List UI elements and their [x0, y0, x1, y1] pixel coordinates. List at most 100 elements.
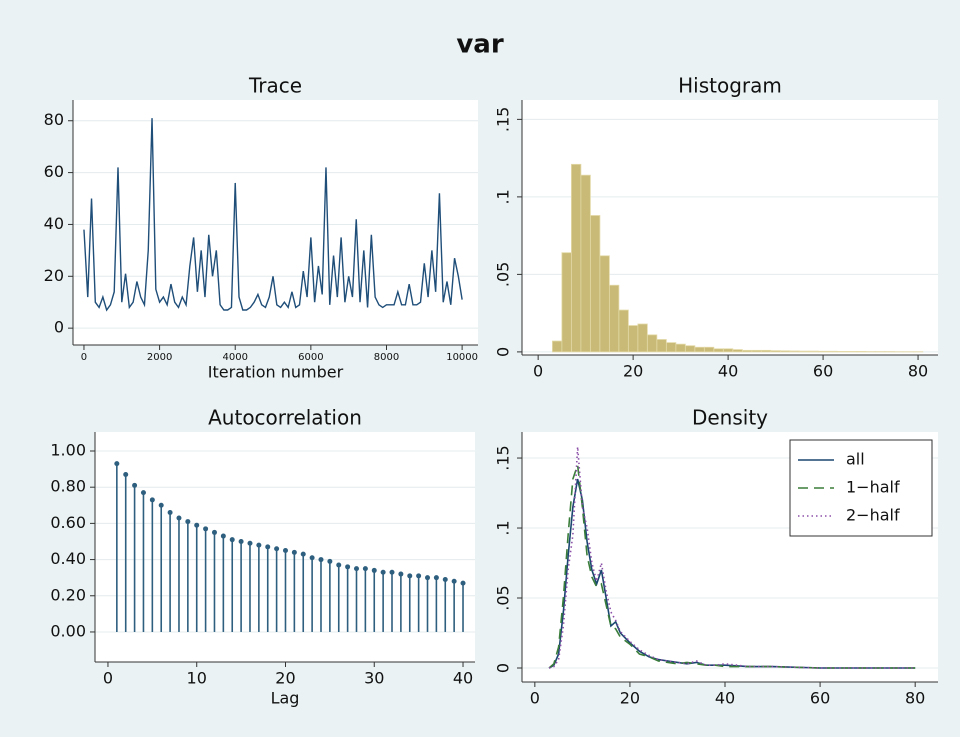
histogram-bar	[827, 350, 838, 353]
acf-point	[362, 566, 368, 572]
legend-label: 2−half	[846, 506, 900, 525]
acf-point	[158, 502, 164, 508]
acf-point	[425, 575, 431, 581]
density-line	[548, 464, 916, 669]
x-tick-label: 0	[81, 352, 87, 363]
trace-line	[83, 118, 463, 312]
acf-point	[282, 548, 288, 554]
histogram-bar	[561, 252, 572, 353]
acf-point	[203, 526, 209, 532]
acf-point	[123, 472, 129, 478]
histogram-bar	[760, 349, 772, 353]
acf-point	[389, 569, 395, 575]
histogram-bar	[570, 163, 582, 353]
x-tick-label: 0	[530, 689, 540, 708]
x-tick-label: 4000	[223, 352, 248, 363]
density-line	[548, 446, 916, 669]
histogram-bar	[713, 348, 724, 353]
y-tick-label: .15	[494, 445, 513, 470]
acf-point	[433, 575, 439, 581]
x-tick-label: 20	[620, 689, 640, 708]
acf-point	[300, 551, 306, 557]
acf-point	[238, 538, 244, 544]
histogram-bar	[808, 350, 819, 353]
y-tick-label: .05	[494, 262, 513, 287]
histogram-bar	[551, 340, 563, 353]
x-tick-label: 60	[810, 689, 830, 708]
histogram-bar	[646, 334, 658, 353]
x-tick-label: 40	[715, 689, 735, 708]
plot-area	[73, 100, 478, 345]
y-tick-label: 0	[54, 318, 64, 337]
histogram-bar	[751, 349, 762, 353]
y-tick-label: 1.00	[50, 441, 86, 460]
histogram-bar	[732, 349, 743, 353]
acf-point	[194, 522, 200, 528]
x-tick-label: 10	[187, 669, 207, 688]
x-tick-label: 40	[718, 362, 738, 381]
histogram-bar	[694, 346, 705, 353]
panel-title: Density	[692, 406, 768, 430]
y-tick-label: 0.40	[50, 549, 86, 568]
x-tick-label: 10000	[446, 352, 478, 363]
acf-point	[247, 540, 253, 546]
acf-point	[140, 490, 146, 496]
acf-point	[176, 515, 182, 521]
y-tick-label: 0.60	[50, 513, 86, 532]
histogram-bar	[627, 325, 639, 353]
acf-point	[229, 537, 235, 543]
acf-point	[460, 580, 466, 586]
histogram-bar	[656, 339, 667, 353]
x-tick-label: 20	[275, 669, 295, 688]
y-tick-label: 40	[44, 214, 64, 233]
acf-point	[149, 497, 155, 503]
acf-point	[185, 519, 191, 525]
legend-label: 1−half	[846, 478, 900, 497]
acf-point	[220, 533, 226, 539]
histogram-bar	[589, 215, 601, 353]
acf-point	[256, 542, 262, 548]
panel-title: Trace	[248, 74, 302, 98]
acf-point	[309, 555, 315, 561]
acf-point	[327, 558, 333, 564]
acf-point	[265, 544, 271, 550]
acf-point	[442, 576, 448, 582]
histogram-bar	[608, 284, 620, 353]
histogram-bar	[779, 350, 791, 353]
x-tick-label: 60	[813, 362, 833, 381]
x-axis-title: Iteration number	[208, 363, 344, 382]
histogram-bar	[599, 255, 610, 353]
x-tick-label: 40	[453, 669, 473, 688]
histogram-bar	[741, 349, 753, 353]
panel-title: Autocorrelation	[208, 406, 362, 430]
histogram-bar	[770, 350, 781, 353]
acf-point	[274, 546, 280, 552]
acf-point	[318, 557, 324, 563]
histogram-bar	[703, 346, 715, 353]
acf-point	[407, 573, 413, 579]
acf-point	[398, 571, 404, 577]
acf-point	[336, 562, 342, 568]
histogram-bar	[580, 174, 591, 353]
acf-point	[211, 529, 217, 535]
x-tick-label: 30	[364, 669, 384, 688]
x-tick-label: 80	[905, 689, 925, 708]
acf-point	[114, 461, 120, 467]
x-tick-label: 0	[533, 362, 543, 381]
acf-point	[451, 578, 457, 584]
histogram-bar	[618, 309, 629, 353]
histogram-bar	[722, 348, 734, 353]
x-tick-label: 6000	[298, 352, 323, 363]
acf-point	[132, 482, 138, 488]
density-line	[548, 478, 916, 669]
histogram-bar	[817, 350, 829, 353]
histogram-bar	[684, 345, 696, 353]
histogram-bar	[789, 350, 800, 353]
y-tick-label: 60	[44, 162, 64, 181]
y-tick-label: .15	[494, 107, 513, 132]
x-tick-label: 0	[103, 669, 113, 688]
main-title: var	[456, 30, 503, 60]
y-tick-label: .1	[494, 520, 513, 535]
panel-title: Histogram	[678, 74, 782, 98]
